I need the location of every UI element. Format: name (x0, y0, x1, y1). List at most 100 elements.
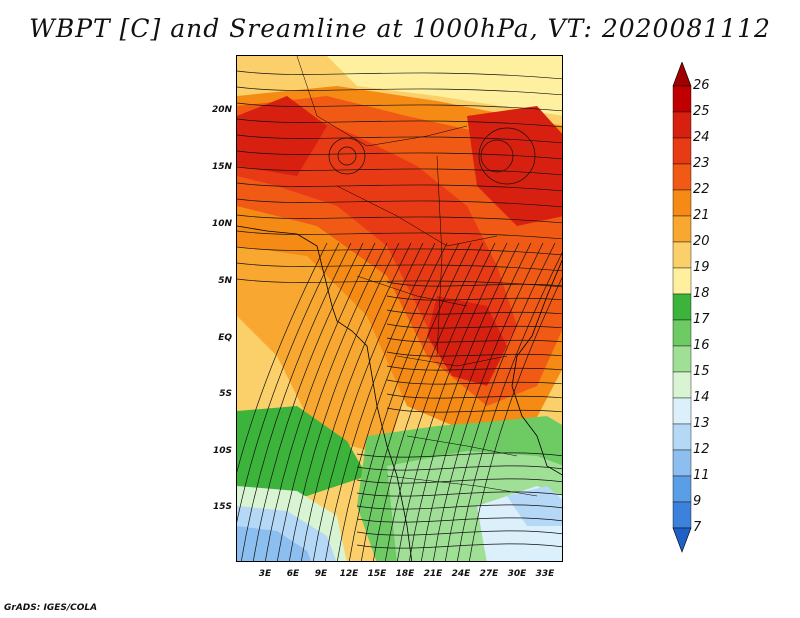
lat-label-15s: 15S (212, 502, 232, 512)
lon-label-18e: 18E (395, 569, 415, 579)
lon-label-27e: 27E (479, 569, 499, 579)
lon-label-6e: 6E (286, 569, 300, 579)
streamlines (237, 70, 562, 561)
lat-label-10s: 10S (212, 446, 232, 456)
streamline (356, 530, 562, 536)
lon-label-33e: 33E (535, 569, 555, 579)
streamline (276, 242, 388, 561)
field-band-19 (327, 56, 562, 116)
footer-credit: GrADS: IGES/COLA (4, 603, 98, 613)
streamline (237, 102, 562, 112)
streamline (237, 118, 562, 128)
lon-label-12e: 12E (339, 569, 359, 579)
coastline (237, 225, 413, 561)
streamline (356, 478, 562, 484)
streamline (324, 242, 436, 561)
lat-label-eq: EQ (218, 333, 232, 343)
field-band-25c (237, 96, 327, 176)
streamline (386, 295, 562, 301)
lon-label-15e: 15E (367, 569, 387, 579)
colorbar-label: 15 (693, 364, 710, 379)
colorbar-swatch-15 (672, 371, 692, 399)
streamline (372, 242, 484, 561)
lon-label-21e: 21E (423, 569, 443, 579)
colorbar-label: 22 (693, 182, 710, 197)
colorbar-label: 16 (693, 338, 710, 353)
colorbar-label: 24 (693, 130, 710, 145)
colorbar-swatch-18 (672, 293, 692, 321)
streamline (478, 127, 536, 185)
colorbar-swatch-23 (672, 163, 692, 191)
streamline (356, 465, 562, 471)
colorbar-label: 13 (693, 416, 710, 431)
streamline (386, 393, 562, 399)
streamline (468, 277, 562, 561)
colorbar-top-arrow (672, 62, 692, 87)
streamline (336, 242, 448, 561)
lat-label-20n: 20N (211, 105, 232, 115)
streamline (386, 407, 562, 413)
colorbar-label: 11 (693, 468, 710, 483)
colorbar-swatch-11 (672, 475, 692, 503)
streamline (360, 242, 472, 561)
streamline (264, 242, 376, 561)
streamline (252, 242, 364, 561)
colorbar-swatch-14 (672, 397, 692, 425)
streamline (386, 351, 562, 357)
streamline (237, 70, 562, 80)
map-title: WBPT [C] and Sreamline at 1000hPa, VT: 2… (29, 14, 771, 43)
border-lines (296, 56, 538, 497)
streamline (356, 452, 562, 458)
streamline (300, 242, 412, 561)
colorbar-label: 25 (693, 104, 710, 119)
colorbar-swatch-16 (672, 345, 692, 373)
colorbar-label: 19 (693, 260, 710, 275)
colorbar-label: 9 (693, 494, 702, 509)
lat-label-5n: 5N (218, 276, 232, 286)
lat-label-10n: 10N (211, 219, 232, 229)
colorbar-label: 18 (693, 286, 710, 301)
streamline (328, 137, 366, 175)
colorbar-label: 21 (693, 208, 710, 223)
colorbar-swatch-19 (672, 267, 692, 295)
streamline (288, 242, 400, 561)
streamline (237, 134, 562, 144)
streamline (432, 242, 544, 561)
streamline (237, 262, 562, 272)
lat-label-5s: 5S (219, 389, 232, 399)
streamline (386, 323, 562, 329)
streamline (356, 543, 562, 549)
streamline (420, 242, 532, 561)
colorbar-swatch-21 (672, 215, 692, 243)
streamline (312, 242, 424, 561)
streamline (384, 242, 496, 561)
colorbar-swatch-25 (672, 111, 692, 139)
colorbar-label: 12 (693, 442, 710, 457)
streamline (337, 146, 357, 166)
colorbar-label: 14 (693, 390, 710, 405)
streamline (386, 281, 562, 287)
streamline (237, 86, 562, 96)
streamline (444, 242, 556, 561)
streamline (386, 365, 562, 371)
field-band-12 (237, 526, 312, 561)
field-band-25b (467, 106, 562, 226)
lon-label-30e: 30E (507, 569, 527, 579)
streamline (386, 379, 562, 385)
colorbar-swatch-22 (672, 189, 692, 217)
colorbar-label: 17 (693, 312, 710, 327)
colorbar-swatch-9 (672, 501, 692, 529)
colorbar-label: 20 (693, 234, 710, 249)
streamline (356, 517, 562, 523)
colorbar-swatch-17 (672, 319, 692, 347)
colorbar-swatch-20 (672, 241, 692, 269)
streamline (456, 252, 562, 561)
colorbar-swatch-24 (672, 137, 692, 165)
streamline (237, 198, 562, 208)
lon-label-24e: 24E (451, 569, 471, 579)
colorbar-swatch-12 (672, 449, 692, 477)
field-band-13b (507, 486, 562, 526)
streamline (237, 214, 562, 224)
coastline-east (511, 259, 562, 476)
streamline (480, 139, 514, 173)
